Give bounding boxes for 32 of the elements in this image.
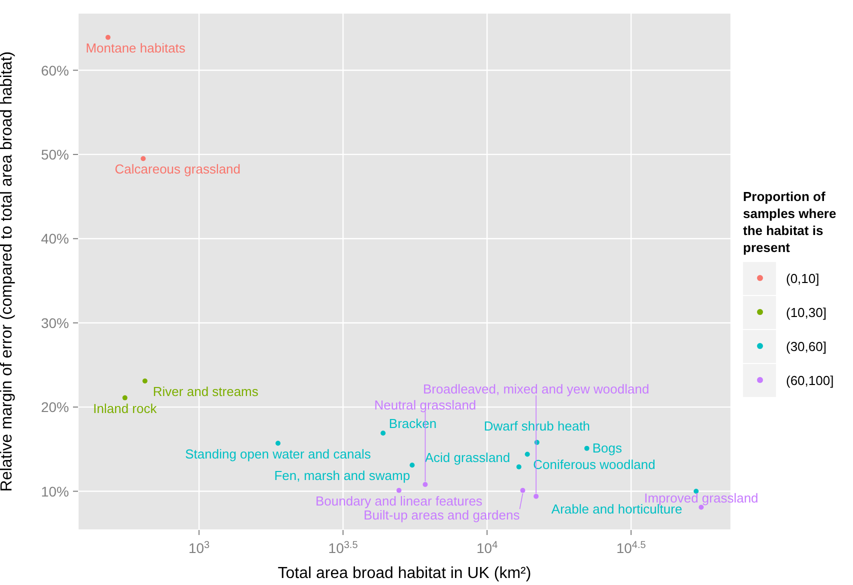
x-tick-label: 10$^{3.5}$ (328, 540, 358, 556)
y-tick-label: 60% (40, 62, 69, 78)
x-tick-label: 10$^{4.5}$ (616, 540, 646, 556)
y-tick-label: 50% (40, 146, 69, 162)
annotation: Calcareous grassland (114, 162, 241, 177)
annotation: Broadleaved, mixed and yew woodland (422, 381, 650, 396)
annotation: Dwarf shrub heath (484, 418, 590, 434)
y-tick-label: 40% (40, 230, 69, 247)
legend-label: (60,100] (786, 372, 834, 388)
legend-label: (30,60] (786, 338, 826, 354)
annotation: Bracken (388, 416, 437, 432)
annotation: Inland rock (93, 400, 158, 416)
annotation: River and streams (152, 384, 259, 399)
annotation: Standing open water and canals (185, 446, 372, 462)
x-axis-title: Total area broad habitat in UK (km²) (278, 565, 532, 582)
y-tick-label: 20% (40, 399, 69, 416)
annotation: Built-up areas and gardens (364, 507, 520, 522)
legend-label: (0,10] (786, 270, 820, 286)
annotation: Acid grassland (424, 450, 510, 465)
y-tick-label: 10% (40, 483, 69, 500)
x-tick-label: 10$^{3}$ (188, 540, 210, 556)
annotation: Coniferous woodland (533, 457, 656, 472)
annotation: Fen, marsh and swamp (274, 468, 410, 484)
legend-title: Proportion of samples where the habitat is present (743, 188, 838, 256)
y-axis-title: Relative margin of error (compared to total area broad habitat) (0, 51, 16, 492)
legend-label: (10,30] (786, 304, 826, 320)
annotation: Bogs (592, 440, 623, 456)
x-tick-label: 10$^{4}$ (476, 540, 498, 556)
y-tick-label: 30% (40, 314, 69, 331)
annotation: Boundary and linear features (315, 493, 483, 508)
annotation: Montane habitats (86, 40, 186, 56)
annotation: Neutral grassland (374, 398, 476, 413)
